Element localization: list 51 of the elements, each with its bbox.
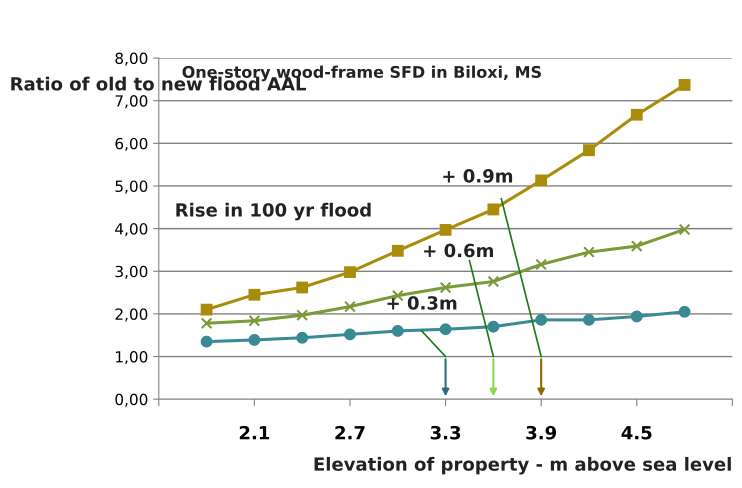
point	[630, 310, 643, 322]
point	[583, 314, 595, 326]
point	[200, 317, 212, 330]
y-tick-label: 6,00	[115, 138, 148, 151]
point	[440, 224, 452, 236]
annotation: Rise in 100 yr flood	[176, 202, 371, 220]
point	[200, 304, 212, 316]
point	[535, 174, 548, 186]
point	[487, 276, 500, 288]
point	[487, 204, 500, 216]
point	[200, 336, 212, 348]
x-axis-title: Elevation of property - m above sea level	[314, 456, 731, 475]
y-tick-label: 0,00	[115, 394, 148, 407]
x-tick-label: 3.9	[526, 426, 556, 440]
point	[678, 79, 690, 91]
point	[248, 314, 260, 327]
point	[678, 224, 690, 236]
point	[248, 334, 260, 346]
y-tick-label: 5,00	[116, 180, 148, 194]
annotation: + 0.6m	[424, 244, 493, 258]
y-tick-label: 8,00	[115, 52, 148, 66]
point	[535, 314, 548, 326]
point	[440, 282, 452, 294]
x-tick-label: 2.7	[335, 426, 365, 440]
annotation: + 0.3m	[387, 296, 456, 310]
point	[678, 306, 690, 318]
point	[344, 266, 356, 278]
point	[583, 144, 595, 156]
y-tick-label: 1,00	[116, 351, 148, 364]
annotation: + 0.9m	[443, 169, 512, 183]
point	[583, 246, 595, 258]
y-tick-label: 4,00	[115, 223, 148, 236]
point	[296, 282, 308, 294]
x-tick-label: 3.3	[430, 426, 460, 440]
point	[344, 300, 356, 313]
point	[296, 332, 308, 344]
x-tick-label: 4.5	[622, 426, 652, 440]
point	[344, 328, 356, 340]
y-tick-label: 2,00	[115, 308, 148, 322]
point	[535, 258, 548, 270]
x-tick-label: 2.1	[240, 426, 270, 440]
point	[630, 108, 643, 121]
point	[440, 323, 452, 336]
point	[487, 320, 500, 333]
point	[630, 240, 643, 252]
y-tick-label: 3,00	[116, 266, 148, 279]
point	[392, 244, 404, 257]
point	[392, 325, 404, 337]
point	[296, 309, 308, 322]
point	[248, 288, 260, 301]
y-tick-label: 7,00	[116, 95, 148, 108]
